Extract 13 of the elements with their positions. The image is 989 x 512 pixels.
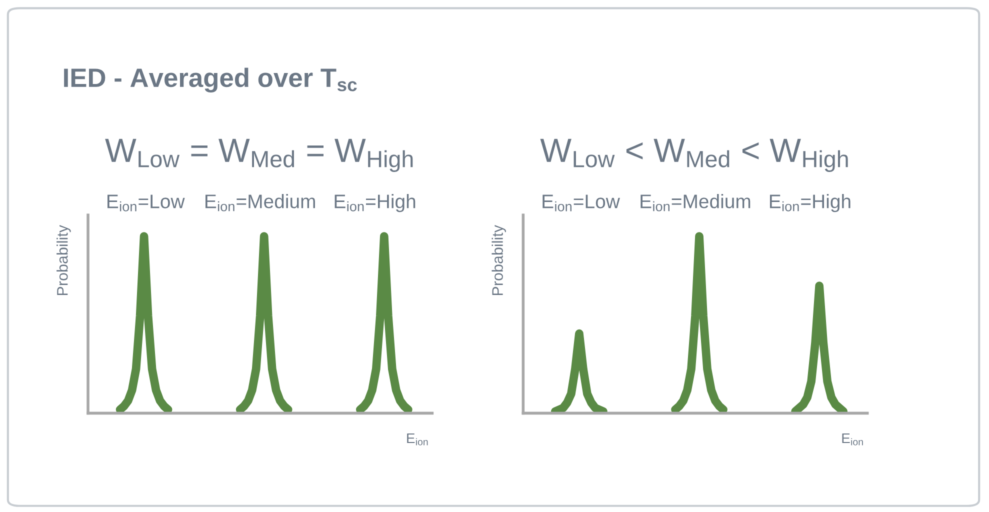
x-axis-title: E$_{ion}$ [407, 433, 428, 446]
y-axis-title: Probability [492, 224, 506, 296]
y-axis-title: Probability [56, 224, 71, 296]
chart-subtitle: W$_{Low}$ < W$_{Med}$ < W$_{High}$ [540, 138, 848, 172]
x-axis-title: E$_{ion}$ [842, 433, 863, 446]
chart-title: IED - Averaged over T$_{sc}$ [64, 68, 357, 92]
text: E$_{ion}$=Medium [640, 194, 750, 212]
text: E$_{ion}$=Low [542, 194, 620, 212]
chart-subtitle: W$_{Low}$ = W$_{Med}$ = W$_{High}$ [105, 138, 413, 172]
text: E$_{ion}$=High [334, 194, 416, 212]
text: E$_{ion}$=High [770, 194, 850, 212]
text: E$_{ion}$=Low [108, 194, 185, 212]
text: E$_{ion}$=Medium [206, 194, 315, 212]
